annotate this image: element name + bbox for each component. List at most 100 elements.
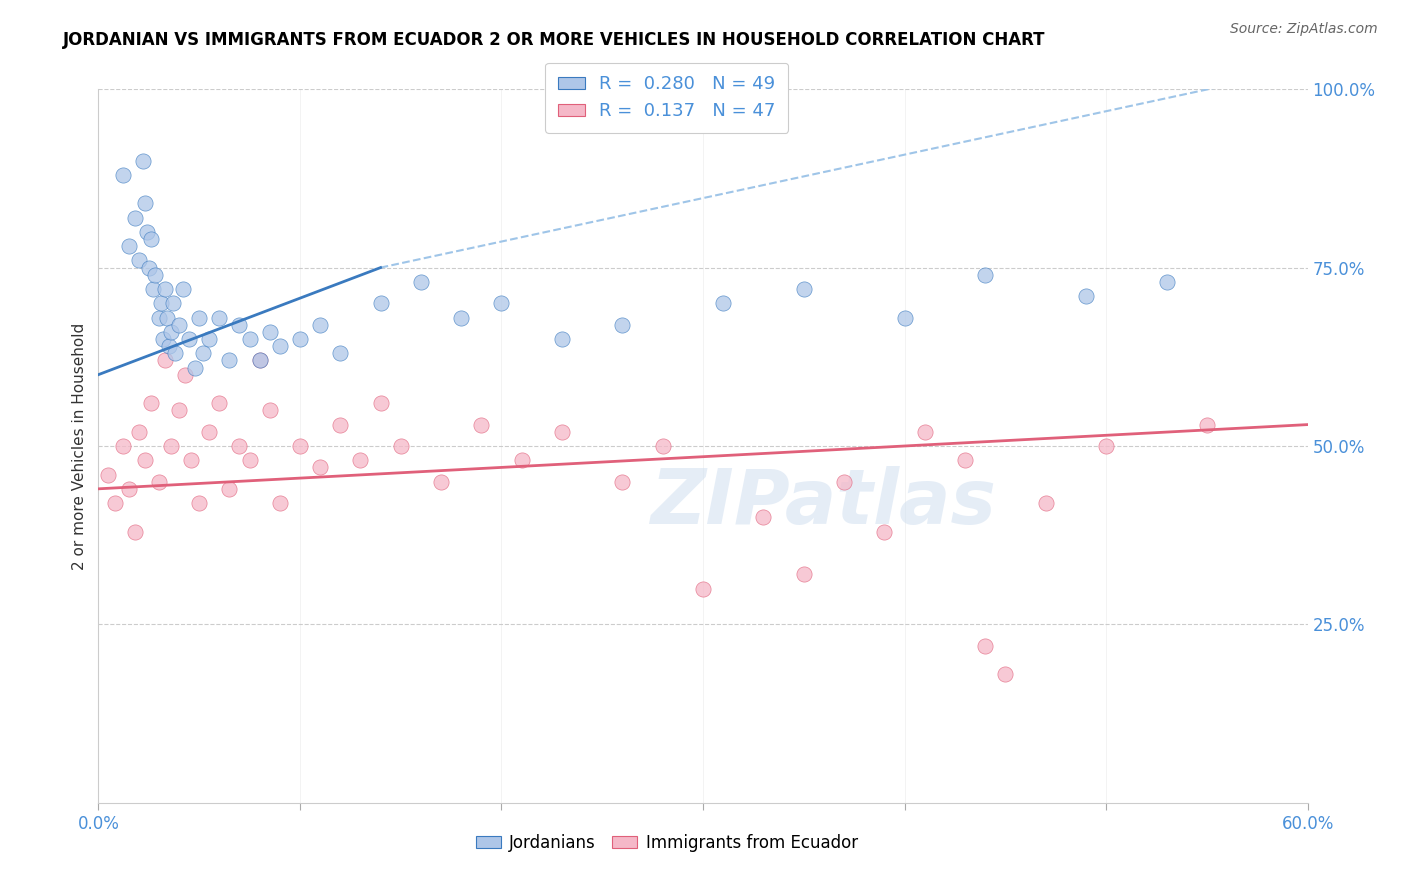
Point xyxy=(188,496,211,510)
Point xyxy=(651,439,673,453)
Point xyxy=(510,453,533,467)
Point xyxy=(551,332,574,346)
Point xyxy=(612,318,634,332)
Point xyxy=(184,360,207,375)
Point xyxy=(239,332,262,346)
Point xyxy=(111,439,134,453)
Point xyxy=(153,282,176,296)
Point xyxy=(118,482,141,496)
Point xyxy=(153,353,176,368)
Point xyxy=(994,667,1017,681)
Point xyxy=(148,475,170,489)
Point xyxy=(389,439,412,453)
Point xyxy=(349,453,371,467)
Point xyxy=(430,475,453,489)
Point xyxy=(470,417,492,432)
Point xyxy=(228,318,250,332)
Point xyxy=(179,332,201,346)
Point xyxy=(134,196,156,211)
Point xyxy=(450,310,472,325)
Point xyxy=(370,396,392,410)
Point xyxy=(1195,417,1218,432)
Point xyxy=(218,353,240,368)
Point xyxy=(228,439,250,453)
Point xyxy=(198,425,221,439)
Point xyxy=(135,225,157,239)
Point xyxy=(172,282,194,296)
Point xyxy=(118,239,141,253)
Text: Source: ZipAtlas.com: Source: ZipAtlas.com xyxy=(1230,22,1378,37)
Text: JORDANIAN VS IMMIGRANTS FROM ECUADOR 2 OR MORE VEHICLES IN HOUSEHOLD CORRELATION: JORDANIAN VS IMMIGRANTS FROM ECUADOR 2 O… xyxy=(63,31,1046,49)
Point xyxy=(711,296,734,310)
Point xyxy=(134,453,156,467)
Point xyxy=(793,282,815,296)
Point xyxy=(239,453,262,467)
Point xyxy=(157,339,180,353)
Point xyxy=(974,639,997,653)
Point xyxy=(612,475,634,489)
Point xyxy=(111,168,134,182)
Point xyxy=(269,339,291,353)
Point xyxy=(163,346,186,360)
Point xyxy=(269,496,291,510)
Point xyxy=(142,282,165,296)
Point xyxy=(329,417,352,432)
Point xyxy=(97,467,120,482)
Point xyxy=(162,296,184,310)
Point xyxy=(329,346,352,360)
Point xyxy=(167,403,190,417)
Point xyxy=(832,475,855,489)
Point xyxy=(288,439,311,453)
Point xyxy=(193,346,215,360)
Point xyxy=(148,310,170,325)
Point xyxy=(132,153,155,168)
Point xyxy=(167,318,190,332)
Point xyxy=(953,453,976,467)
Text: ZIPatlas: ZIPatlas xyxy=(651,467,997,540)
Point xyxy=(152,332,174,346)
Point xyxy=(143,268,166,282)
Point xyxy=(249,353,271,368)
Point xyxy=(208,396,231,410)
Point xyxy=(259,325,281,339)
Point xyxy=(139,396,162,410)
Point xyxy=(198,332,221,346)
Point xyxy=(1035,496,1057,510)
Point xyxy=(491,296,513,310)
Point xyxy=(188,310,211,325)
Point xyxy=(208,310,231,325)
Point xyxy=(1095,439,1118,453)
Point xyxy=(139,232,162,246)
Point xyxy=(752,510,775,524)
Point xyxy=(180,453,202,467)
Point xyxy=(128,425,150,439)
Point xyxy=(124,524,146,539)
Point xyxy=(288,332,311,346)
Point xyxy=(551,425,574,439)
Point xyxy=(409,275,432,289)
Point xyxy=(156,310,179,325)
Point xyxy=(309,318,332,332)
Point xyxy=(793,567,815,582)
Point xyxy=(218,482,240,496)
Point xyxy=(1074,289,1097,303)
Point xyxy=(149,296,172,310)
Point xyxy=(873,524,896,539)
Point xyxy=(370,296,392,310)
Point xyxy=(160,325,183,339)
Point xyxy=(174,368,197,382)
Point xyxy=(160,439,183,453)
Point xyxy=(309,460,332,475)
Legend: Jordanians, Immigrants from Ecuador: Jordanians, Immigrants from Ecuador xyxy=(470,828,865,859)
Point xyxy=(914,425,936,439)
Point xyxy=(893,310,915,325)
Point xyxy=(124,211,146,225)
Point xyxy=(692,582,714,596)
Point xyxy=(974,268,997,282)
Point xyxy=(103,496,125,510)
Point xyxy=(1156,275,1178,289)
Point xyxy=(249,353,271,368)
Point xyxy=(138,260,160,275)
Point xyxy=(128,253,150,268)
Y-axis label: 2 or more Vehicles in Household: 2 or more Vehicles in Household xyxy=(72,322,87,570)
